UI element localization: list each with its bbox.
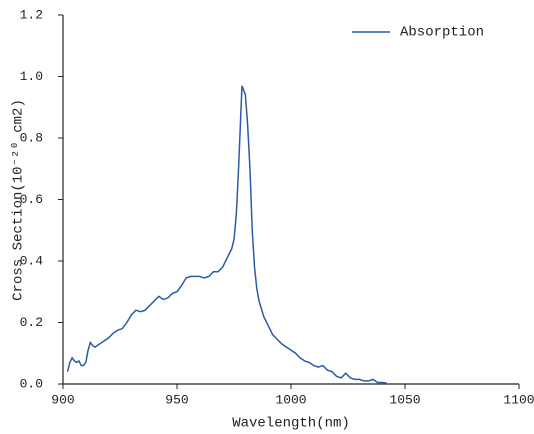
y-tick-label: 0.0 <box>20 376 43 391</box>
x-axis-label: Wavelength(nm) <box>232 416 350 432</box>
x-tick-label: 1000 <box>275 392 306 407</box>
x-tick-label: 1050 <box>389 392 420 407</box>
x-tick-label: 900 <box>51 392 74 407</box>
y-tick-label: 1.2 <box>20 7 43 22</box>
data-line <box>66 85 387 384</box>
y-tick-label: 1.0 <box>20 69 43 84</box>
y-tick-label: 0.6 <box>20 192 43 207</box>
y-tick-label: 0.2 <box>20 315 43 330</box>
y-tick-label: 0.4 <box>20 253 44 268</box>
legend-label: Absorption <box>400 25 484 41</box>
y-axis-label: Cross Section(10⁻²⁰ cm2) <box>11 99 27 301</box>
x-tick-label: 950 <box>165 392 188 407</box>
y-tick-label: 0.8 <box>20 130 43 145</box>
x-tick-label: 1100 <box>503 392 534 407</box>
